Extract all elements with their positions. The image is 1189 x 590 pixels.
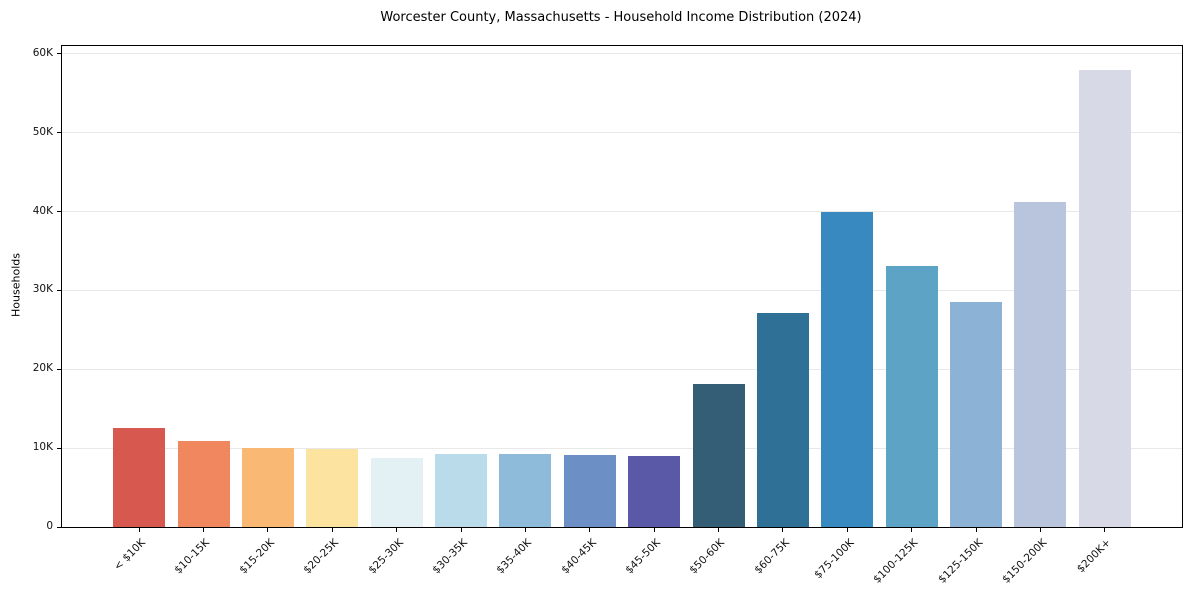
gridline bbox=[62, 132, 1182, 134]
y-tick-label: 40K bbox=[32, 204, 53, 217]
x-tick-mark bbox=[267, 528, 269, 532]
y-tick-mark bbox=[57, 289, 61, 291]
x-tick-mark bbox=[331, 528, 333, 532]
x-tick-mark bbox=[846, 528, 848, 532]
bar-100-125k bbox=[885, 266, 938, 527]
x-tick-mark bbox=[1104, 528, 1106, 532]
bar-35-40k bbox=[499, 454, 552, 527]
x-tick-mark bbox=[975, 528, 977, 532]
x-tick-mark bbox=[524, 528, 526, 532]
gridline bbox=[62, 447, 1182, 449]
y-tick-label: 60K bbox=[32, 46, 53, 59]
bar-40-45k bbox=[563, 455, 616, 527]
gridline bbox=[62, 211, 1182, 213]
x-tick-mark bbox=[203, 528, 205, 532]
y-tick-mark bbox=[57, 211, 61, 213]
bar-150-200k bbox=[1014, 202, 1067, 527]
gridline bbox=[62, 53, 1182, 55]
x-tick-mark bbox=[1039, 528, 1041, 532]
bar-30-35k bbox=[435, 453, 488, 527]
bar-25-30k bbox=[370, 458, 423, 527]
y-tick-label: 50K bbox=[32, 125, 53, 138]
gridline bbox=[62, 368, 1182, 370]
y-tick-label: 0 bbox=[46, 520, 53, 532]
bar-45-50k bbox=[628, 456, 681, 527]
x-tick-mark bbox=[653, 528, 655, 532]
y-tick-mark bbox=[57, 132, 61, 134]
gridline bbox=[62, 289, 1182, 291]
plot-area bbox=[61, 45, 1183, 528]
bar-60-75k bbox=[756, 313, 809, 527]
x-tick-mark bbox=[396, 528, 398, 532]
bar-15-20k bbox=[241, 448, 294, 527]
bar-75-100k bbox=[821, 212, 874, 527]
y-tick-mark bbox=[57, 526, 61, 528]
chart-title: Worcester County, Massachusetts - Househ… bbox=[380, 10, 862, 25]
x-tick-mark bbox=[782, 528, 784, 532]
x-tick-mark bbox=[138, 528, 140, 532]
x-tick-mark bbox=[460, 528, 462, 532]
bar-10-15k bbox=[177, 441, 230, 527]
x-tick-label: $200K+ bbox=[1075, 536, 1114, 576]
x-tick-mark bbox=[718, 528, 720, 532]
bar-10k bbox=[113, 428, 166, 527]
bar-20-25k bbox=[306, 448, 359, 527]
y-tick-label: 20K bbox=[32, 362, 53, 375]
y-tick-label: 30K bbox=[32, 283, 53, 296]
bar-125-150k bbox=[950, 302, 1003, 527]
y-tick-mark bbox=[57, 368, 61, 370]
y-tick-mark bbox=[57, 53, 61, 55]
x-tick-mark bbox=[589, 528, 591, 532]
bar-50-60k bbox=[692, 384, 745, 527]
bar-200k bbox=[1078, 70, 1131, 527]
y-tick-mark bbox=[57, 447, 61, 449]
y-tick-label: 10K bbox=[32, 441, 53, 454]
x-tick-mark bbox=[911, 528, 913, 532]
